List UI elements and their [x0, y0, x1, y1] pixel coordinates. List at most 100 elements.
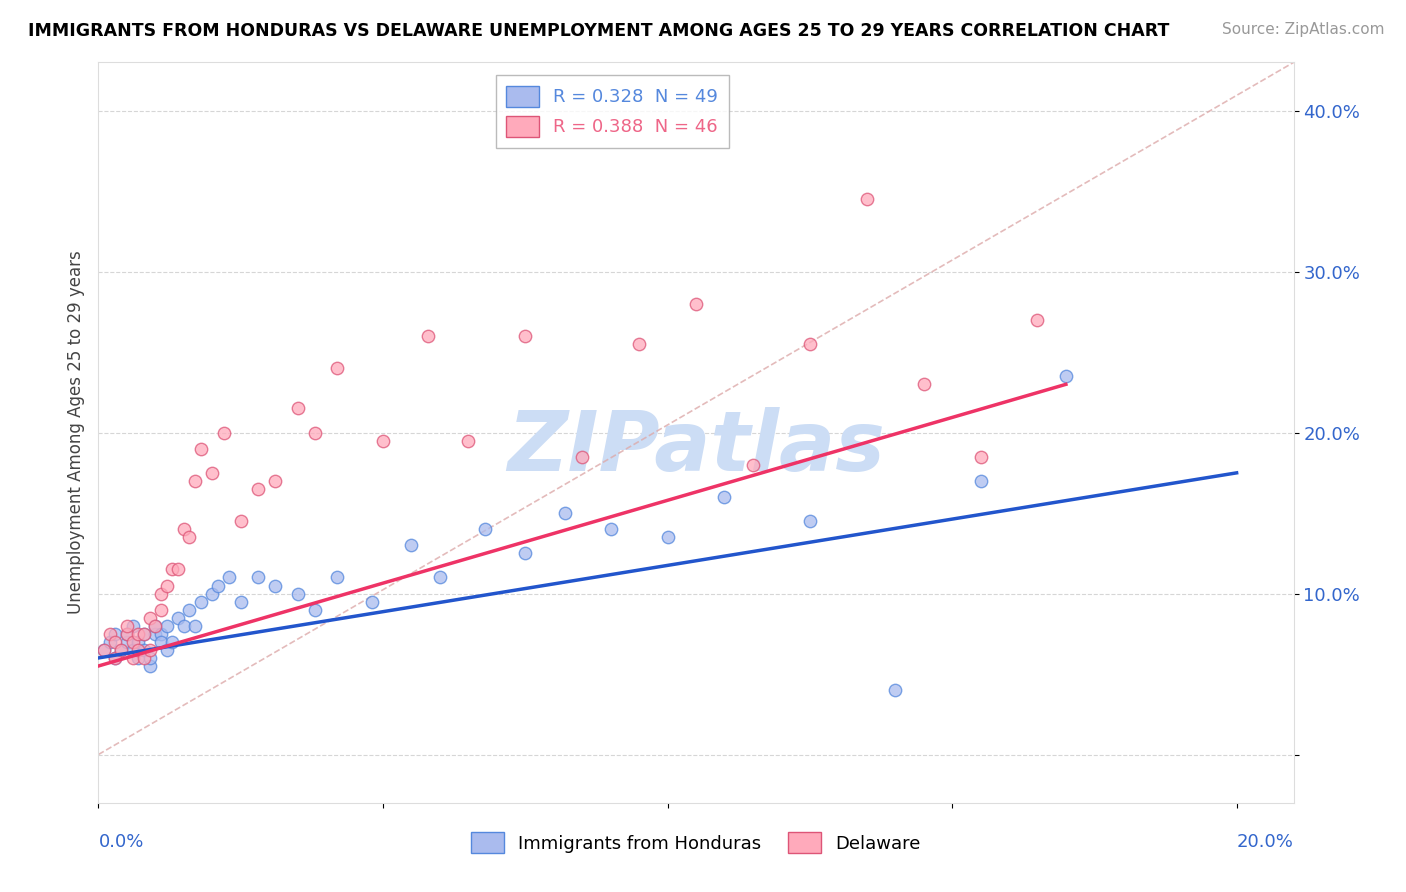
Point — [138, 643, 160, 657]
Point — [657, 530, 679, 544]
Point — [201, 466, 224, 480]
Point — [515, 546, 537, 560]
Text: Source: ZipAtlas.com: Source: ZipAtlas.com — [1222, 22, 1385, 37]
Point — [138, 610, 160, 624]
Text: 0.0%: 0.0% — [98, 833, 143, 851]
Point — [201, 586, 224, 600]
Point — [132, 643, 155, 657]
Text: 20.0%: 20.0% — [1237, 833, 1294, 851]
Point — [218, 570, 240, 584]
Point — [418, 329, 440, 343]
Point — [156, 578, 179, 592]
Point — [401, 538, 423, 552]
Point — [156, 619, 179, 633]
Point — [132, 627, 155, 641]
Point — [457, 434, 479, 448]
Point — [150, 586, 173, 600]
Point — [127, 643, 149, 657]
Point — [969, 450, 991, 464]
Point — [167, 562, 190, 576]
Point — [138, 659, 160, 673]
Point — [599, 522, 621, 536]
Point — [162, 635, 184, 649]
Point — [474, 522, 496, 536]
Point — [799, 514, 821, 528]
Point — [150, 635, 173, 649]
Point — [304, 425, 326, 440]
Point — [138, 651, 160, 665]
Point — [190, 442, 212, 456]
Point — [173, 522, 195, 536]
Point — [115, 627, 138, 641]
Point — [173, 619, 195, 633]
Point — [713, 490, 735, 504]
Point — [1054, 369, 1077, 384]
Point — [799, 337, 821, 351]
Point — [143, 619, 166, 633]
Point — [143, 627, 166, 641]
Point — [1026, 313, 1049, 327]
Point — [104, 651, 127, 665]
Point — [371, 434, 394, 448]
Point — [150, 627, 173, 641]
Point — [143, 619, 166, 633]
Point — [110, 643, 132, 657]
Point — [162, 562, 184, 576]
Point — [127, 627, 149, 641]
Point — [127, 651, 149, 665]
Point — [179, 602, 201, 616]
Point — [912, 377, 935, 392]
Text: IMMIGRANTS FROM HONDURAS VS DELAWARE UNEMPLOYMENT AMONG AGES 25 TO 29 YEARS CORR: IMMIGRANTS FROM HONDURAS VS DELAWARE UNE… — [28, 22, 1170, 40]
Point — [263, 578, 285, 592]
Point — [326, 361, 349, 376]
Point — [246, 482, 269, 496]
Text: ZIPatlas: ZIPatlas — [508, 407, 884, 488]
Point — [121, 643, 143, 657]
Point — [104, 627, 127, 641]
Point — [132, 651, 155, 665]
Point — [212, 425, 235, 440]
Point — [179, 530, 201, 544]
Point — [121, 635, 143, 649]
Point — [207, 578, 229, 592]
Point — [110, 643, 132, 657]
Point — [571, 450, 593, 464]
Y-axis label: Unemployment Among Ages 25 to 29 years: Unemployment Among Ages 25 to 29 years — [66, 251, 84, 615]
Point — [628, 337, 651, 351]
Point — [741, 458, 763, 472]
Point — [93, 643, 115, 657]
Point — [229, 514, 252, 528]
Point — [326, 570, 349, 584]
Point — [304, 602, 326, 616]
Point — [115, 635, 138, 649]
Point — [685, 297, 707, 311]
Point — [287, 586, 309, 600]
Point — [167, 610, 190, 624]
Point — [104, 651, 127, 665]
Point — [229, 594, 252, 608]
Point — [969, 474, 991, 488]
Point — [184, 474, 207, 488]
Point — [263, 474, 285, 488]
Point — [855, 192, 877, 206]
Point — [360, 594, 382, 608]
Point — [246, 570, 269, 584]
Point — [184, 619, 207, 633]
Point — [127, 635, 149, 649]
Point — [115, 619, 138, 633]
Point — [115, 627, 138, 641]
Point — [150, 602, 173, 616]
Point — [287, 401, 309, 416]
Point — [884, 683, 907, 698]
Point — [190, 594, 212, 608]
Point — [132, 627, 155, 641]
Point — [98, 635, 121, 649]
Point — [104, 635, 127, 649]
Point — [429, 570, 451, 584]
Point — [98, 627, 121, 641]
Legend: Immigrants from Honduras, Delaware: Immigrants from Honduras, Delaware — [464, 825, 928, 861]
Point — [554, 506, 576, 520]
Point — [121, 651, 143, 665]
Point — [121, 619, 143, 633]
Point — [156, 643, 179, 657]
